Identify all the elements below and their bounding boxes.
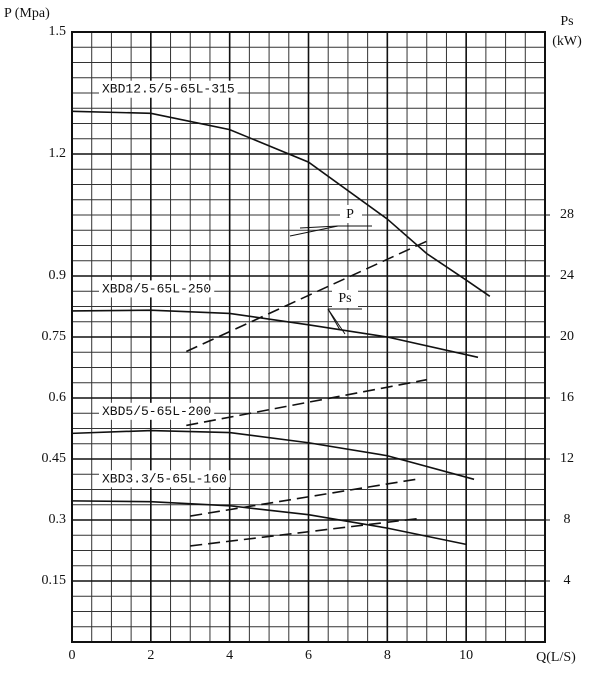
- y2-tick-label: 4: [564, 573, 571, 588]
- y-tick-label: 0.9: [49, 268, 67, 283]
- power-line: [186, 378, 427, 427]
- y2-tick-label: 24: [560, 268, 574, 283]
- y2-tick-label: 20: [560, 329, 574, 344]
- annotation-p: P: [289, 205, 372, 237]
- pressure-curve: [71, 500, 467, 546]
- y-tick-label: 0.75: [42, 329, 67, 344]
- power-line: [190, 478, 419, 517]
- y-tick-label: 0.15: [42, 573, 67, 588]
- annotation-bg: [340, 205, 362, 223]
- y-tick-label: 0.6: [49, 390, 67, 405]
- x-tick-label: 6: [305, 648, 312, 663]
- pressure-curve: [71, 110, 491, 297]
- x-tick-label: 0: [69, 648, 76, 663]
- x-tick-label: 2: [147, 648, 154, 663]
- y2-axis-title: (kW): [552, 34, 582, 49]
- series-label-bg: [99, 402, 215, 420]
- pressure-curve: [71, 429, 475, 481]
- series-label: XBD3.3/5-65L-160: [102, 471, 227, 486]
- x-axis-title: Q(L/S): [536, 650, 576, 665]
- pressure-curve: [71, 309, 479, 359]
- y-tick-label: 0.3: [49, 512, 67, 527]
- y2-tick-label: 28: [560, 207, 574, 222]
- y2-axis-title: Ps: [560, 14, 573, 29]
- leader: [289, 225, 339, 237]
- y2-tick-label: 16: [560, 390, 574, 405]
- x-tick-label: 4: [226, 648, 233, 663]
- power-line: [185, 238, 432, 353]
- series-label: XBD12.5/5-65L-315: [102, 82, 235, 97]
- series-label: XBD8/5-65L-250: [102, 281, 211, 296]
- x-tick-label: 8: [384, 648, 391, 663]
- leader: [299, 225, 339, 229]
- y-axis-title: P (Mpa): [4, 6, 50, 21]
- power-line: [190, 517, 419, 547]
- y2-tick-label: 12: [560, 451, 574, 466]
- annotation: P: [346, 207, 354, 222]
- annotation-ps: Ps: [327, 290, 362, 335]
- series-label: XBD5/5-65L-200: [102, 404, 211, 419]
- series-label-bg: [99, 80, 238, 98]
- y-tick-label: 1.5: [49, 24, 67, 39]
- x-tick-label: 10: [459, 648, 473, 663]
- series-label-bg: [99, 470, 230, 488]
- y-tick-label: 1.2: [49, 146, 67, 161]
- y2-tick-label: 8: [564, 512, 571, 527]
- y-tick-label: 0.45: [42, 451, 67, 466]
- annotation-bg: [332, 290, 358, 308]
- annotation: Ps: [338, 291, 351, 306]
- series-label-bg: [99, 280, 215, 298]
